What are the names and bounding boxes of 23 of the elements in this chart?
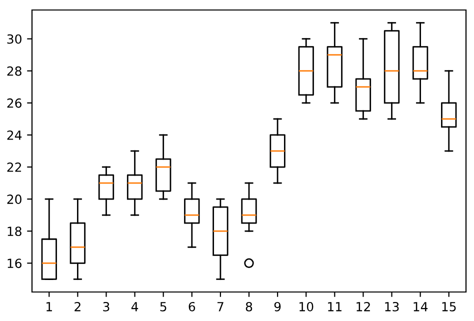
- x-tick-label: 1: [46, 302, 52, 312]
- x-tick-label: 13: [385, 302, 399, 312]
- y-tick-label: 16: [8, 258, 22, 268]
- x-tick-label: 14: [414, 302, 428, 312]
- x-tick-label: 15: [442, 302, 456, 312]
- y-tick-label: 18: [8, 226, 22, 236]
- x-tick-label: 9: [274, 302, 281, 312]
- x-tick-label: 3: [103, 302, 110, 312]
- x-tick-label: 5: [160, 302, 166, 312]
- y-tick-label: 20: [7, 194, 22, 204]
- x-tick-label: 2: [74, 302, 80, 312]
- y-tick-label: 22: [7, 162, 22, 172]
- y-tick-label: 26: [7, 98, 22, 108]
- x-tick-label: 8: [246, 302, 252, 312]
- y-tick-label: 30: [7, 34, 22, 44]
- y-tick-label: 28: [7, 66, 22, 76]
- x-tick-label: 7: [217, 302, 224, 312]
- x-tick-label: 4: [131, 302, 138, 312]
- y-tick-label: 24: [7, 130, 22, 140]
- x-tick-label: 6: [188, 302, 196, 312]
- x-tick-label: 10: [300, 302, 314, 312]
- x-tick-label: 12: [356, 302, 370, 312]
- x-tick-label: 11: [328, 302, 342, 312]
